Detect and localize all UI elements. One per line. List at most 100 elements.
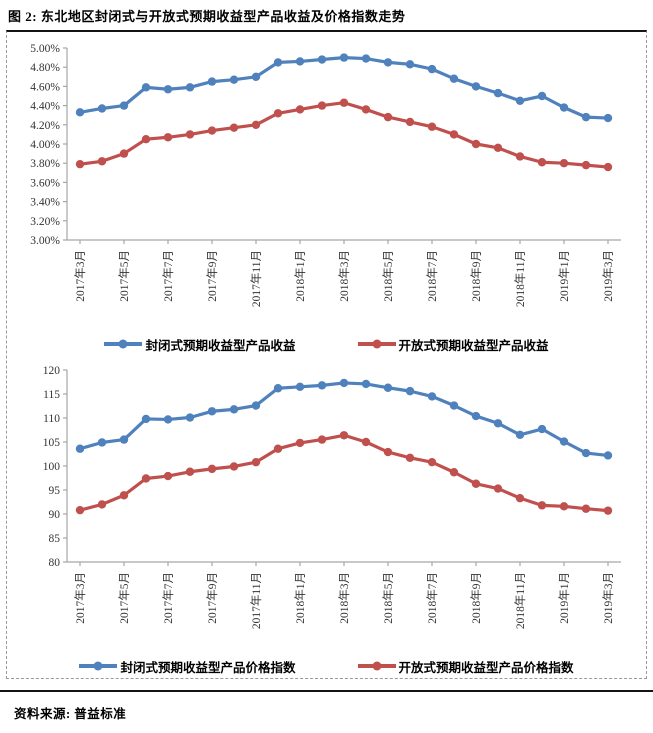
data-point-marker xyxy=(185,413,195,422)
data-point-marker xyxy=(317,381,327,390)
data-point-marker xyxy=(581,448,591,458)
line-marker-icon xyxy=(357,339,396,349)
x-axis-tick-label: 2018年11月 xyxy=(513,250,527,307)
x-axis-tick-label: 2018年9月 xyxy=(469,572,483,624)
x-axis-tick-label: 2017年11月 xyxy=(249,250,263,307)
data-point-marker xyxy=(295,57,305,66)
legend-label-closed-yield: 封闭式预期收益型产品收益 xyxy=(145,338,296,353)
data-point-marker xyxy=(361,379,371,389)
data-point-marker xyxy=(581,504,591,513)
y-axis-tick-label: 110 xyxy=(43,413,60,425)
y-axis-tick-label: 3.00% xyxy=(30,235,60,247)
data-point-marker xyxy=(207,77,217,86)
data-point-marker xyxy=(163,85,173,94)
x-axis-tick-label: 2018年9月 xyxy=(469,250,483,302)
data-point-marker xyxy=(493,88,503,98)
footer-divider xyxy=(0,690,653,692)
data-point-marker xyxy=(273,384,283,393)
series-line xyxy=(78,101,610,169)
x-axis-tick-label: 2017年3月 xyxy=(73,250,87,302)
price-index-trend-chart: 120 115 110 105 100 95 90 85 80 2017年3月 2017年5月 201… xyxy=(43,365,621,629)
data-point-marker xyxy=(141,474,151,483)
data-point-marker xyxy=(383,383,393,392)
data-point-marker xyxy=(339,431,349,440)
y-axis-tick-label: 120 xyxy=(43,365,61,377)
data-point-marker xyxy=(471,411,481,421)
y-axis-tick-label: 5.00% xyxy=(30,43,60,55)
data-point-marker xyxy=(383,112,393,122)
x-axis-tick-label: 2019年1月 xyxy=(557,250,571,302)
legend-label-closed-index: 封闭式预期收益型产品价格指数 xyxy=(120,660,296,675)
data-point-marker xyxy=(163,133,173,142)
data-point-marker xyxy=(427,122,437,131)
data-point-marker xyxy=(537,424,547,434)
data-point-marker xyxy=(185,83,195,92)
y-axis-tick-label: 100 xyxy=(43,461,61,473)
data-point-marker xyxy=(229,405,239,414)
data-point-marker xyxy=(75,108,85,117)
data-point-marker xyxy=(537,91,547,101)
data-point-marker xyxy=(273,444,283,453)
data-point-marker xyxy=(581,160,591,170)
x-axis-tick-label: 2017年3月 xyxy=(73,572,87,624)
data-point-marker xyxy=(207,126,217,135)
data-point-marker xyxy=(317,55,327,64)
data-point-marker xyxy=(515,493,525,503)
data-point-marker xyxy=(493,484,503,493)
data-point-marker xyxy=(97,157,107,166)
data-point-marker xyxy=(207,407,217,416)
x-axis-tick-label: 2017年7月 xyxy=(161,572,175,624)
data-point-marker xyxy=(493,143,503,153)
series-line xyxy=(78,56,610,120)
data-point-marker xyxy=(273,109,283,118)
data-point-marker xyxy=(97,438,107,447)
data-point-marker xyxy=(229,462,239,471)
data-point-marker xyxy=(317,101,327,110)
data-point-marker xyxy=(559,103,569,112)
data-point-marker xyxy=(471,82,481,91)
data-point-marker xyxy=(207,464,217,474)
data-point-marker xyxy=(405,386,415,396)
y-axis-tick-label: 4.00% xyxy=(30,139,60,151)
data-point-marker xyxy=(515,96,525,105)
data-point-marker xyxy=(383,58,393,67)
data-point-marker xyxy=(383,447,393,457)
data-point-marker xyxy=(493,419,503,428)
figure-box: 5.00% 4.80% 4.60% 4.40% 4.20% 4.00% 3.80% 3.60%… xyxy=(6,30,647,679)
data-point-marker xyxy=(119,435,129,444)
data-point-marker xyxy=(339,98,349,107)
y-axis-tick-label: 4.20% xyxy=(30,120,60,132)
x-axis-tick-label: 2018年3月 xyxy=(337,250,351,302)
y-axis-tick-label: 3.60% xyxy=(30,177,60,189)
data-point-marker xyxy=(251,72,261,81)
y-axis-tick-label: 3.40% xyxy=(30,197,60,209)
x-axis-tick-label: 2017年7月 xyxy=(161,250,175,302)
data-point-marker xyxy=(537,158,547,167)
legend-item-open-yield: 开放式预期收益型产品收益 xyxy=(357,335,549,354)
data-point-marker xyxy=(141,83,151,92)
data-point-marker xyxy=(119,149,129,158)
x-axis-tick-label: 2018年3月 xyxy=(337,572,351,624)
data-point-marker xyxy=(603,113,613,123)
data-point-marker xyxy=(251,120,261,129)
data-point-marker xyxy=(471,139,481,149)
data-point-marker xyxy=(251,457,261,467)
y-axis-tick-label: 4.40% xyxy=(30,101,60,113)
x-axis-tick-label: 2017年9月 xyxy=(205,250,219,302)
x-axis-tick-label: 2018年11月 xyxy=(513,572,527,629)
data-source: 资料来源: 普益标准 xyxy=(14,707,127,721)
x-axis-tick-label: 2018年5月 xyxy=(381,250,395,302)
data-point-marker xyxy=(119,101,129,110)
data-point-marker xyxy=(449,74,459,83)
legend-label-open-yield: 开放式预期收益型产品收益 xyxy=(398,338,549,353)
x-axis-tick-label: 2018年1月 xyxy=(293,250,307,302)
legend-label-open-index: 开放式预期收益型产品价格指数 xyxy=(398,660,574,675)
y-axis-tick-label: 105 xyxy=(43,437,61,449)
data-point-marker xyxy=(449,468,459,477)
line-marker-icon xyxy=(357,661,396,671)
data-point-marker xyxy=(449,401,459,410)
data-point-marker xyxy=(141,414,151,424)
price-index-chart-legend: 封闭式预期收益型产品价格指数 开放式预期收益型产品价格指数 xyxy=(7,654,646,678)
x-axis-tick-label: 2017年11月 xyxy=(249,572,263,629)
